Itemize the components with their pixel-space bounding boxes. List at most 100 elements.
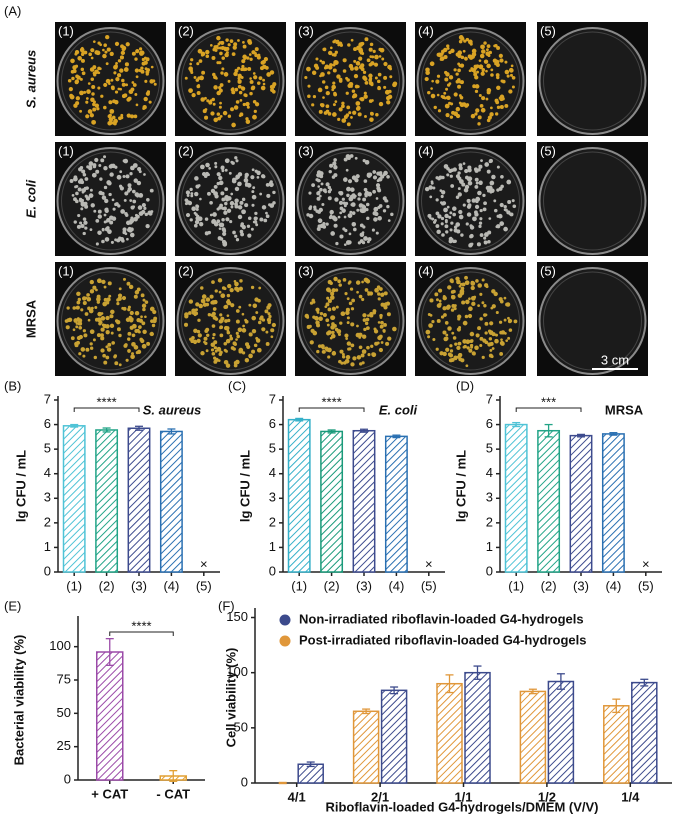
colony bbox=[98, 67, 102, 71]
colony bbox=[138, 325, 142, 329]
colony bbox=[350, 343, 355, 348]
colony bbox=[135, 214, 140, 219]
colony bbox=[331, 215, 337, 220]
colony bbox=[509, 212, 514, 217]
colony bbox=[94, 317, 99, 322]
dish-label: (4) bbox=[418, 23, 434, 38]
colony bbox=[485, 69, 488, 73]
colony bbox=[240, 86, 245, 90]
colony bbox=[486, 63, 491, 69]
colony bbox=[483, 236, 487, 240]
colony bbox=[190, 194, 194, 198]
colony bbox=[218, 86, 222, 90]
colony bbox=[113, 71, 117, 75]
colony bbox=[364, 80, 369, 85]
colony bbox=[498, 320, 503, 324]
colony bbox=[76, 335, 82, 341]
colony bbox=[131, 352, 135, 356]
colony bbox=[341, 353, 345, 356]
colony bbox=[316, 191, 321, 196]
colony bbox=[100, 158, 105, 163]
colony bbox=[252, 220, 256, 224]
colony bbox=[435, 211, 440, 216]
colony bbox=[449, 174, 453, 178]
colony bbox=[230, 346, 235, 350]
colony bbox=[209, 99, 213, 102]
colony bbox=[87, 109, 93, 114]
colony bbox=[339, 321, 343, 325]
colony bbox=[350, 307, 355, 311]
colony bbox=[187, 200, 193, 206]
colony bbox=[365, 317, 370, 322]
colony bbox=[325, 302, 330, 307]
colony bbox=[452, 212, 457, 217]
colony bbox=[234, 156, 238, 160]
colony bbox=[441, 190, 446, 195]
colony bbox=[479, 336, 484, 341]
colony bbox=[108, 82, 111, 85]
colony bbox=[436, 74, 441, 78]
bar bbox=[287, 418, 311, 573]
colony bbox=[386, 96, 391, 101]
colony bbox=[75, 96, 80, 101]
colony bbox=[96, 333, 101, 338]
colony bbox=[200, 53, 204, 57]
colony bbox=[227, 79, 231, 83]
colony bbox=[438, 175, 443, 180]
colony bbox=[440, 216, 445, 221]
x-tick-label: (3) bbox=[131, 578, 147, 593]
colony bbox=[252, 99, 257, 104]
colony bbox=[467, 181, 473, 186]
colony bbox=[328, 215, 333, 220]
colony bbox=[85, 114, 90, 119]
colony bbox=[337, 279, 341, 284]
colony bbox=[85, 196, 91, 201]
colony bbox=[386, 312, 391, 317]
colony bbox=[107, 120, 112, 126]
colony bbox=[363, 91, 367, 95]
bar bbox=[352, 429, 376, 573]
colony bbox=[117, 73, 122, 78]
colony bbox=[217, 278, 223, 283]
colony bbox=[470, 285, 475, 291]
chart-title: MRSA bbox=[605, 402, 644, 417]
colony bbox=[323, 66, 327, 70]
colony bbox=[211, 351, 216, 356]
colony bbox=[446, 83, 451, 87]
colony bbox=[133, 294, 138, 299]
colony bbox=[194, 191, 199, 197]
colony bbox=[126, 237, 129, 241]
colony bbox=[88, 52, 93, 57]
colony bbox=[343, 114, 348, 119]
colony bbox=[70, 69, 75, 74]
colony bbox=[315, 57, 319, 61]
colony bbox=[462, 49, 466, 53]
colony bbox=[216, 112, 221, 116]
dish-label: (4) bbox=[418, 263, 434, 278]
colony bbox=[448, 215, 452, 219]
colony bbox=[462, 162, 466, 165]
colony bbox=[362, 313, 367, 318]
colony bbox=[139, 194, 143, 198]
colony bbox=[230, 160, 234, 164]
colony bbox=[359, 223, 364, 228]
colony bbox=[385, 301, 391, 306]
dish-label: (1) bbox=[58, 263, 74, 278]
colony bbox=[246, 56, 250, 60]
dish-label: (1) bbox=[58, 143, 74, 158]
colony bbox=[127, 305, 131, 309]
colony bbox=[216, 181, 220, 186]
colony bbox=[499, 58, 504, 63]
colony bbox=[375, 113, 379, 117]
significance-label: **** bbox=[321, 394, 341, 409]
colony bbox=[205, 297, 211, 302]
colony bbox=[513, 319, 518, 324]
colony bbox=[85, 97, 89, 100]
colony bbox=[369, 117, 374, 122]
colony bbox=[359, 65, 363, 69]
colony bbox=[450, 48, 455, 53]
colony bbox=[332, 63, 336, 67]
colony bbox=[464, 184, 470, 190]
colony bbox=[224, 168, 228, 172]
colony bbox=[217, 42, 221, 46]
